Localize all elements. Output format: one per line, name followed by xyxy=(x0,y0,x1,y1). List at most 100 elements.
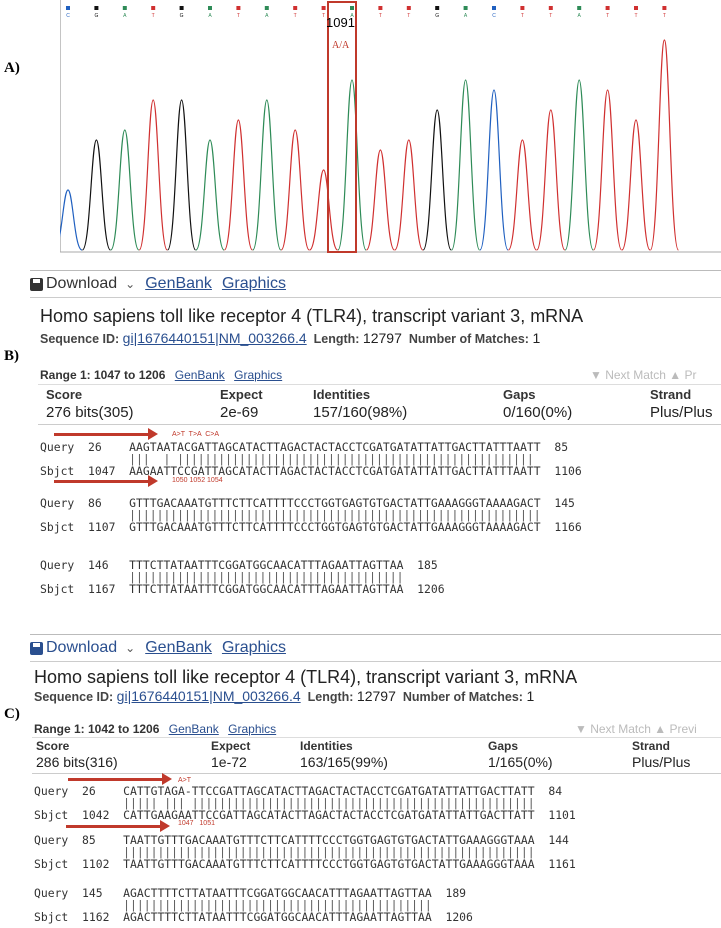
range-line: Range 1: 1047 to 1206 GenBank Graphics xyxy=(40,368,282,382)
panel-label-c: C) xyxy=(4,706,20,722)
base-call-marker xyxy=(151,6,156,10)
panel-label-b: B) xyxy=(4,348,19,364)
range-genbank-link[interactable]: GenBank xyxy=(168,722,219,736)
trace-peak xyxy=(309,169,339,251)
base-call-letter: A xyxy=(123,13,127,19)
base-call-letter: C xyxy=(492,13,496,19)
trace-peak xyxy=(422,109,452,251)
base-call-marker xyxy=(208,6,212,10)
alignment-sbjct-2: Sbjct 1102 TAATTGTTTGACAAATGTTTCTTCATTTT… xyxy=(34,857,576,871)
base-call-letter: T xyxy=(294,13,297,19)
base-call-marker xyxy=(435,6,440,10)
graphics-link[interactable]: Graphics xyxy=(221,639,286,656)
trace-peak xyxy=(507,139,537,251)
alignment-query-2: Query 85 TAATTGTTTGACAAATGTTTCTTCATTTTCC… xyxy=(34,833,569,847)
download-button[interactable]: Download xyxy=(46,639,118,656)
trace-peak xyxy=(280,129,310,251)
header-gaps: Gaps xyxy=(488,739,519,753)
length-value: 12797 xyxy=(362,330,402,346)
alignment-bars-3: ||||||||||||||||||||||||||||||||||||||||… xyxy=(34,898,432,912)
genbank-link[interactable]: GenBank xyxy=(145,275,212,292)
range-graphics-link[interactable]: Graphics xyxy=(234,368,283,382)
alignment-query-2: Query 86 GTTTGACAAATGTTTCTTCATTTTCCCTGGT… xyxy=(40,496,575,510)
value-gaps: 1/165(0%) xyxy=(488,754,553,770)
blast-result-b: Download ⌄ GenBank Graphics Homo sapiens… xyxy=(30,270,721,610)
base-call-marker xyxy=(520,6,525,10)
download-button[interactable]: Download xyxy=(46,275,118,292)
base-call-letter: T xyxy=(549,13,552,19)
range-genbank-link[interactable]: GenBank xyxy=(174,368,225,382)
seqid-link[interactable]: gi|1676440151|NM_003266.4 xyxy=(116,688,301,704)
genotype-label: A/A xyxy=(332,40,350,51)
trace-peak xyxy=(195,139,225,251)
matches-value: 1 xyxy=(526,688,535,704)
header-score: Score xyxy=(36,739,70,753)
header-strand: Strand xyxy=(632,739,671,753)
value-identities: 163/165(99%) xyxy=(300,754,388,770)
trace-peak xyxy=(621,119,651,251)
trace-peak xyxy=(365,149,395,251)
header-gaps: Gaps xyxy=(503,387,536,402)
header-identities: Identities xyxy=(313,387,371,402)
mutation-annotation: A>T xyxy=(178,777,192,784)
base-call-letter: T xyxy=(152,13,155,19)
trace-peak xyxy=(479,89,509,251)
base-call-marker xyxy=(378,6,383,10)
highlight-box xyxy=(327,1,357,253)
base-call-marker xyxy=(122,6,127,10)
base-call-letter: A xyxy=(464,13,468,19)
mutation-arrow xyxy=(54,475,158,487)
trace-peak xyxy=(564,79,594,251)
sequencing-chromatogram: C G A T G A T A T T A T T G A C T T A T T T 1091 A/A xyxy=(53,0,721,262)
value-expect: 2e-69 xyxy=(220,404,259,421)
value-expect: 1e-72 xyxy=(211,754,247,770)
base-call-letter: A xyxy=(265,13,269,19)
range-graphics-link[interactable]: Graphics xyxy=(228,722,277,736)
base-call-marker xyxy=(350,6,354,10)
genbank-link[interactable]: GenBank xyxy=(145,639,212,656)
mutation-arrow xyxy=(68,773,172,785)
alignment-query-1: Query 26 CATTGTAGA-TTCCGATTAGCATACTTAGAC… xyxy=(34,784,563,798)
sequence-title: Homo sapiens toll like receptor 4 (TLR4)… xyxy=(34,667,578,687)
base-call-letter: T xyxy=(606,13,609,19)
base-call-marker xyxy=(634,6,638,10)
base-call-letter: T xyxy=(237,13,240,19)
base-call-marker xyxy=(662,6,667,10)
graphics-link[interactable]: Graphics xyxy=(221,275,286,292)
range-line: Range 1: 1042 to 1206 GenBank Graphics xyxy=(34,722,276,736)
trace-peak xyxy=(138,99,168,251)
seqid-link[interactable]: gi|1676440151|NM_003266.4 xyxy=(122,330,307,346)
trace-peak xyxy=(593,89,623,251)
chevron-down-icon[interactable]: ⌄ xyxy=(125,277,136,291)
sequence-title: Homo sapiens toll like receptor 4 (TLR4)… xyxy=(40,306,584,326)
base-call-marker xyxy=(179,6,184,10)
header-expect: Expect xyxy=(220,387,263,402)
toolbar: Download ⌄ GenBank Graphics xyxy=(30,270,721,298)
base-call-marker xyxy=(463,6,468,10)
base-call-marker xyxy=(577,6,582,10)
alignment-query-1: Query 26 AAGTAATACGATTAGCATACTTAGACTACTA… xyxy=(40,440,569,454)
length-value: 12797 xyxy=(356,688,396,704)
base-call-letter: A xyxy=(208,13,212,19)
trace-peak xyxy=(223,119,253,251)
header-expect: Expect xyxy=(211,739,251,753)
next-match-nav[interactable]: ▼ Next Match ▲ Pr xyxy=(590,368,697,382)
value-strand: Plus/Plus xyxy=(650,404,713,421)
alignment-query-3: Query 146 TTTCTTATAATTTCGGATGGCAACATTTAG… xyxy=(40,558,438,572)
alignment-bars-3: |||||||||||||||||||||||||||||||||||||||| xyxy=(40,570,404,584)
base-call-marker xyxy=(94,6,99,10)
alignment-bars-1: ||| | ||||||||||||||||||||||||||||||||||… xyxy=(40,452,534,466)
alignment-bars-1: ||||| ||| ||||||||||||||||||||||||||||||… xyxy=(34,796,535,810)
value-identities: 157/160(98%) xyxy=(313,404,408,421)
mutation-positions: 1050 1052 1054 xyxy=(172,477,223,484)
sequence-id-line: Sequence ID: gi|1676440151|NM_003266.4 L… xyxy=(40,330,540,346)
base-call-letter: A xyxy=(350,13,354,19)
trace-peak xyxy=(649,39,679,251)
alignment-sbjct-3: Sbjct 1162 AGACTTTTCTTATAATTTCGGATGGCAAC… xyxy=(34,910,473,924)
base-call-marker xyxy=(321,6,326,10)
chevron-down-icon[interactable]: ⌄ xyxy=(125,641,136,655)
base-call-letter: A xyxy=(578,13,582,19)
next-match-nav[interactable]: ▼ Next Match ▲ Previ xyxy=(575,722,697,736)
base-call-letter: T xyxy=(322,13,325,19)
